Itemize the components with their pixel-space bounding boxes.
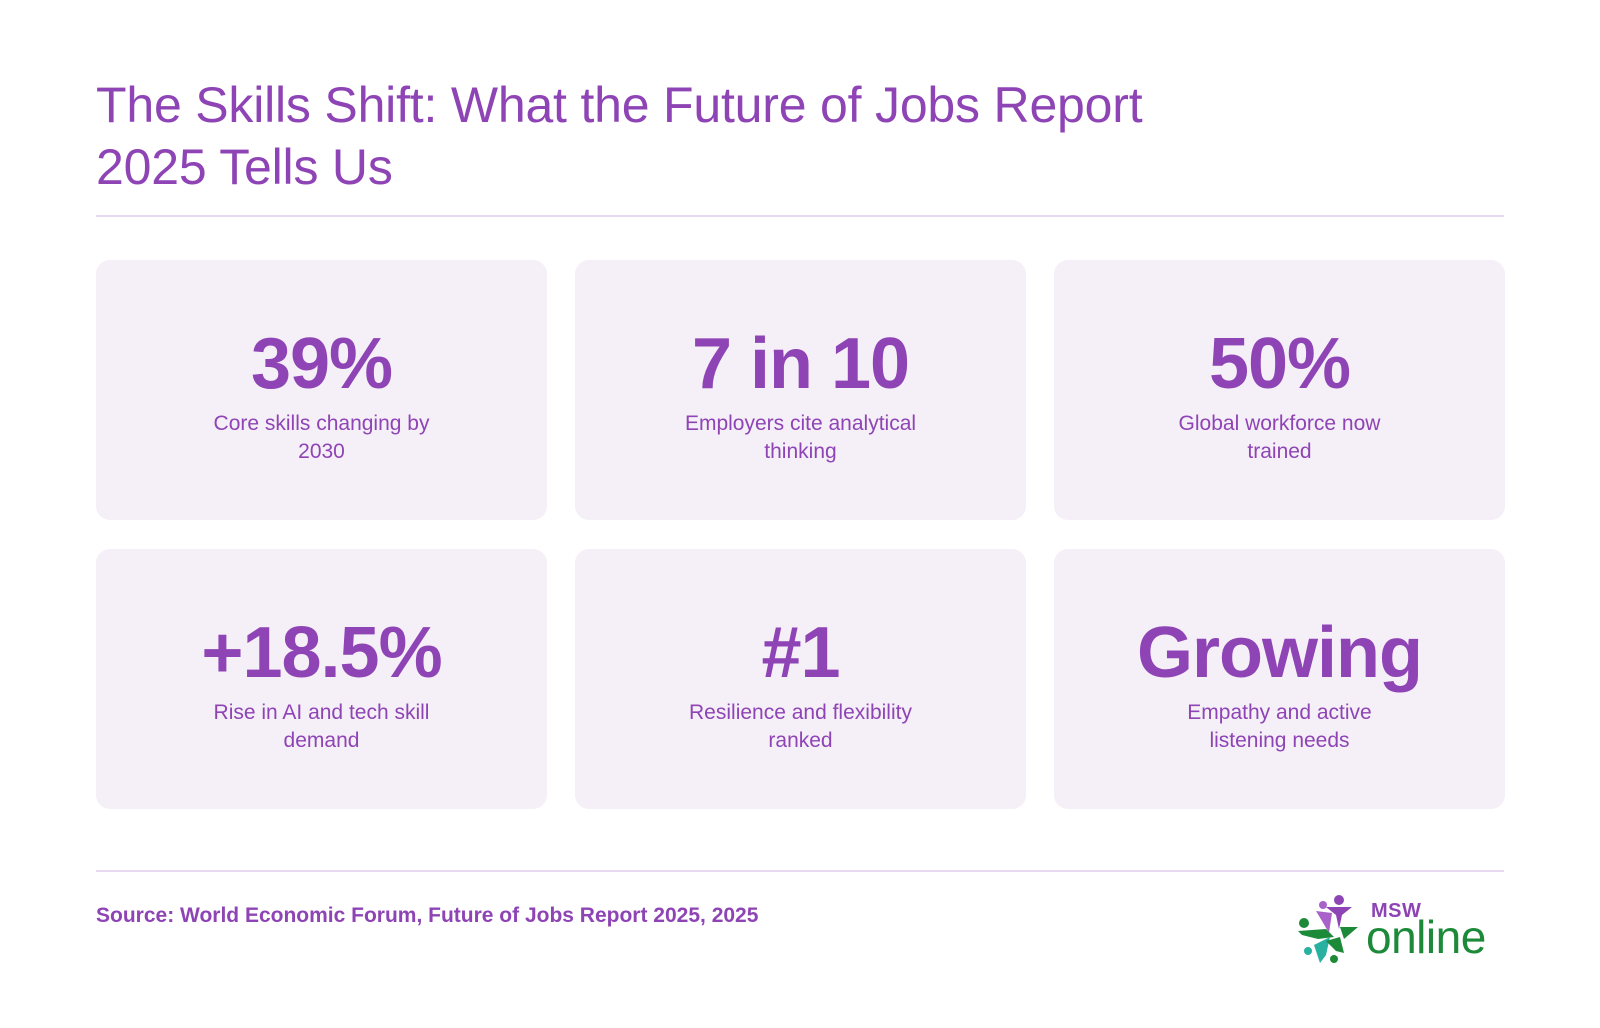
page-title: The Skills Shift: What the Future of Job… — [96, 77, 1143, 195]
stat-value: 7 in 10 — [691, 324, 910, 404]
stat-label: Employers cite analytical thinking — [684, 412, 917, 463]
stat-label: Rise in AI and tech skill demand — [213, 701, 430, 752]
stat-value: 50% — [1208, 324, 1351, 404]
star-people-icon — [1298, 895, 1358, 963]
source-citation: Source: World Economic Forum, Future of … — [96, 904, 759, 927]
logo-msw-text: MSW — [1371, 900, 1422, 922]
stat-value: 39% — [250, 324, 393, 404]
top-divider — [96, 215, 1504, 217]
stat-value: Growing — [1137, 613, 1423, 693]
logo-online-text: online — [1366, 911, 1486, 963]
stat-label: Resilience and flexibility ranked — [689, 701, 912, 752]
msw-online-logo: MSW online — [1296, 893, 1508, 967]
stat-card-ai-tech-demand: +18.5% Rise in AI and tech skill demand — [96, 549, 547, 809]
stat-card-empathy: Growing Empathy and active listening nee… — [1054, 549, 1505, 809]
stats-grid: 39% Core skills changing by 2030 7 in 10… — [96, 260, 1505, 809]
stat-card-analytical-thinking: 7 in 10 Employers cite analytical thinki… — [575, 260, 1026, 520]
stat-card-core-skills: 39% Core skills changing by 2030 — [96, 260, 547, 520]
stat-value: +18.5% — [201, 613, 442, 693]
stat-label: Global workforce now trained — [1178, 412, 1381, 463]
stat-value: #1 — [761, 613, 840, 693]
bottom-divider — [96, 870, 1504, 872]
stat-label: Core skills changing by 2030 — [213, 412, 430, 463]
stat-label: Empathy and active listening needs — [1187, 701, 1372, 752]
stat-card-workforce-trained: 50% Global workforce now trained — [1054, 260, 1505, 520]
stat-card-resilience: #1 Resilience and flexibility ranked — [575, 549, 1026, 809]
